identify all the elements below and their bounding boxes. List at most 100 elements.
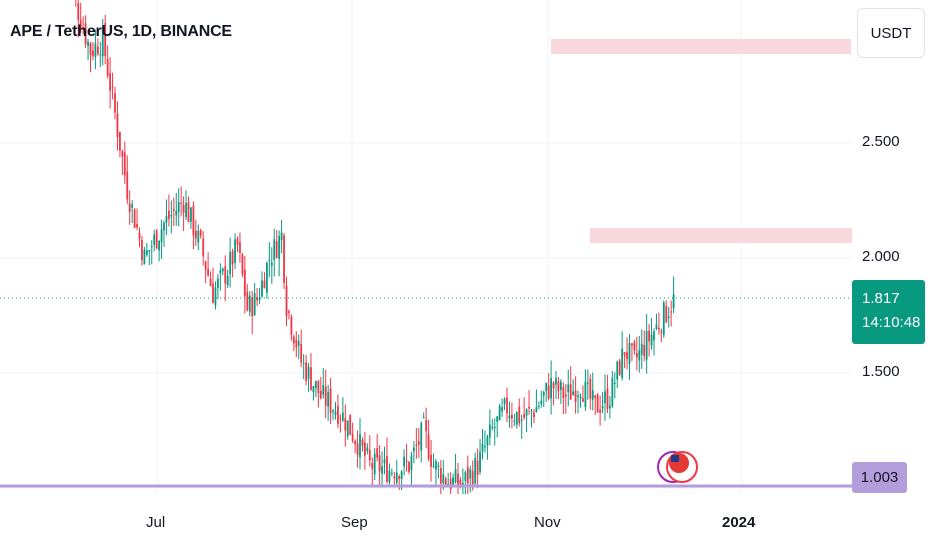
candle-up xyxy=(148,249,151,252)
candle-up xyxy=(217,278,219,288)
candle-up xyxy=(359,434,361,458)
candle-down xyxy=(476,460,479,475)
candle-up xyxy=(452,477,454,485)
candle-up xyxy=(381,466,383,474)
candle-up xyxy=(177,202,180,213)
candle-down xyxy=(207,268,209,276)
candle-down xyxy=(339,418,342,420)
x-tick-label: Sep xyxy=(341,514,368,531)
chart-area[interactable] xyxy=(0,0,852,494)
candle-up xyxy=(577,395,579,397)
candle-down xyxy=(606,388,609,410)
candle-down xyxy=(444,478,447,485)
candle-down xyxy=(123,152,126,176)
candle-up xyxy=(493,426,496,429)
candle-up xyxy=(520,419,523,421)
candle-up xyxy=(226,275,229,286)
resistance-zone-lower xyxy=(590,228,852,243)
candle-down xyxy=(199,230,202,236)
candle-up xyxy=(322,385,325,395)
candle-up xyxy=(315,381,317,388)
candle-down xyxy=(376,448,379,458)
candle-down xyxy=(596,394,599,413)
candle-up xyxy=(484,445,486,448)
candle-up xyxy=(153,234,156,245)
candle-down xyxy=(459,480,462,485)
candle-up xyxy=(653,331,655,341)
candle-down xyxy=(114,92,116,113)
candle-down xyxy=(405,460,408,462)
candle-up xyxy=(611,377,614,407)
candle-up xyxy=(638,350,641,361)
candle-down xyxy=(212,283,214,303)
candle-down xyxy=(471,471,474,485)
candle-up xyxy=(341,412,344,421)
candle-up xyxy=(388,470,391,483)
candle-down xyxy=(660,331,663,333)
candle-up xyxy=(435,461,437,470)
candle-down xyxy=(518,406,521,424)
candle-down xyxy=(182,204,185,213)
candle-up xyxy=(312,385,315,393)
candle-up xyxy=(422,417,425,419)
candle-down xyxy=(449,478,452,490)
candle-up xyxy=(219,270,222,274)
candle-down xyxy=(310,367,312,390)
candle-up xyxy=(248,295,251,312)
candlestick-chart[interactable] xyxy=(0,0,852,494)
y-tick-label: 2.000 xyxy=(862,248,900,265)
candle-up xyxy=(503,398,506,405)
current-price-value: 1.817 xyxy=(862,290,900,307)
candle-down xyxy=(349,414,352,435)
candle-up xyxy=(185,202,187,217)
candle-down xyxy=(386,455,388,482)
candle-down xyxy=(547,385,550,399)
candle-down xyxy=(643,344,646,357)
candle-down xyxy=(337,405,339,424)
candle-down xyxy=(635,352,638,358)
candle-up xyxy=(469,469,472,479)
candle-down xyxy=(648,330,650,342)
candle-up xyxy=(99,54,102,56)
candle-up xyxy=(413,447,415,452)
candle-up xyxy=(491,427,494,429)
candle-down xyxy=(417,441,420,445)
event-markers[interactable] xyxy=(657,451,698,483)
candle-up xyxy=(650,334,653,346)
x-tick-label: Jul xyxy=(146,514,166,531)
candle-up xyxy=(278,235,281,259)
candle-down xyxy=(329,388,332,414)
currency-unit-button[interactable]: USDT xyxy=(857,8,925,58)
candle-down xyxy=(305,362,307,381)
candle-up xyxy=(572,391,575,395)
candle-down xyxy=(319,390,322,398)
price-axis[interactable] xyxy=(852,0,932,550)
candle-down xyxy=(109,72,111,91)
candle-down xyxy=(623,352,626,356)
candle-down xyxy=(251,297,254,317)
candle-up xyxy=(258,298,261,301)
candle-down xyxy=(119,131,121,151)
candle-down xyxy=(224,266,227,284)
candle-up xyxy=(234,239,236,263)
candle-down xyxy=(557,381,560,392)
candle-down xyxy=(106,59,109,76)
candle-down xyxy=(398,476,401,480)
candle-up xyxy=(395,472,398,483)
candle-down xyxy=(204,261,207,270)
candle-up xyxy=(621,348,624,378)
candle-up xyxy=(145,250,148,255)
candle-down xyxy=(104,23,107,57)
candles xyxy=(75,0,675,494)
candle-up xyxy=(579,396,582,399)
candle-down xyxy=(364,442,366,456)
candle-down xyxy=(121,151,124,157)
candle-down xyxy=(393,476,396,479)
candle-up xyxy=(628,342,631,364)
candle-up xyxy=(584,381,587,408)
candle-down xyxy=(96,46,99,55)
candle-up xyxy=(550,377,552,399)
candle-up xyxy=(170,214,173,217)
candle-down xyxy=(618,360,621,375)
candle-down xyxy=(506,397,508,414)
